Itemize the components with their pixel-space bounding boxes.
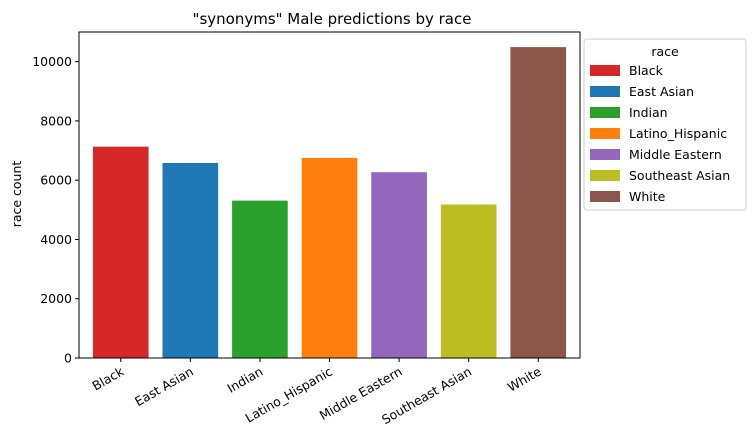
y-tick-label: 10000	[32, 54, 72, 69]
legend-label-white: White	[629, 189, 666, 204]
y-tick-label: 0	[64, 351, 72, 366]
y-axis-label: race count	[9, 161, 24, 228]
legend-entries: Black East Asian Indian Latino_Hispanic Midd…	[590, 63, 730, 204]
legend-label-latino-hispanic: Latino_Hispanic	[629, 126, 727, 141]
bar-southeast-asian	[440, 204, 497, 358]
y-tick-label: 6000	[40, 173, 72, 188]
legend-swatch-indian	[590, 107, 620, 118]
chart-title: "synonyms" Male predictions by race	[193, 10, 472, 28]
y-tick-label: 8000	[40, 113, 72, 128]
x-tick-label: Indian	[224, 364, 265, 396]
bar-east-asian	[162, 162, 219, 358]
bar-latino-hispanic	[301, 157, 358, 358]
legend-swatch-east-asian	[590, 86, 620, 97]
legend-label-middle-eastern: Middle Eastern	[629, 147, 722, 162]
bar-white	[510, 47, 567, 359]
axes-frame	[78, 31, 581, 359]
x-tick-label: Black	[89, 363, 126, 393]
legend-label-east-asian: East Asian	[629, 84, 694, 99]
legend-swatch-latino-hispanic	[590, 128, 620, 139]
legend-label-indian: Indian	[629, 105, 668, 120]
x-tick-label: East Asian	[132, 364, 196, 410]
legend-swatch-southeast-asian	[590, 170, 620, 181]
legend-label-black: Black	[629, 63, 664, 78]
x-tick-label: White	[505, 363, 544, 394]
bar-middle-eastern	[371, 172, 427, 358]
plot-area: Black East Asian IndianLatino_HispanicMidd…	[32, 31, 581, 427]
legend-label-southeast-asian: Southeast Asian	[629, 168, 730, 183]
bar-black	[92, 146, 149, 358]
y-tick-label: 2000	[40, 291, 72, 306]
legend-swatch-middle-eastern	[590, 149, 620, 160]
legend-title: race	[651, 44, 679, 59]
legend-swatch-black	[590, 65, 620, 76]
y-tick-label: 4000	[40, 232, 72, 247]
legend-frame	[583, 38, 747, 211]
legend-swatch-white	[590, 191, 620, 202]
bar-indian	[232, 200, 288, 358]
legend: race Black East Asian Indian Latino_Hispani…	[583, 38, 747, 211]
